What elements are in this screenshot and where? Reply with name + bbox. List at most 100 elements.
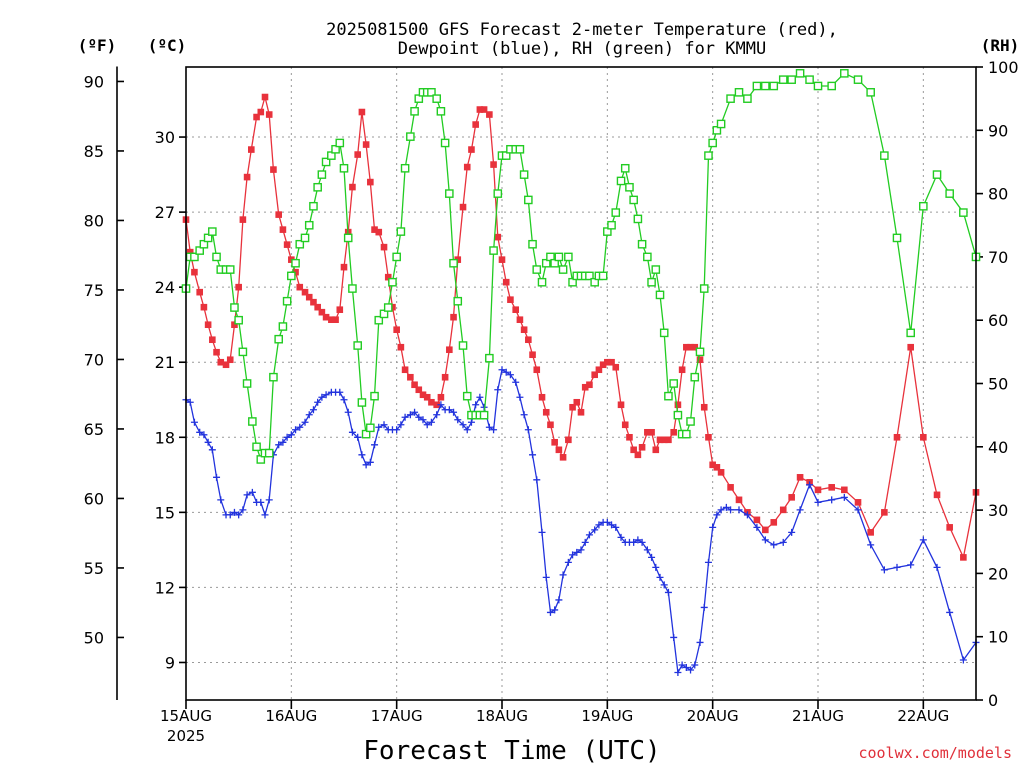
temperature-point xyxy=(933,491,941,499)
dewpoint-point xyxy=(476,393,484,401)
dewpoint-point xyxy=(551,606,559,614)
temperature-point xyxy=(573,398,581,406)
rh-point xyxy=(264,448,274,458)
dewpoint-point xyxy=(401,413,409,421)
celsius-tick-label: 24 xyxy=(155,278,175,297)
rh-point xyxy=(532,265,542,274)
temperature-point xyxy=(709,461,716,469)
dewpoint-point xyxy=(427,418,435,426)
temperature-point xyxy=(648,428,655,436)
dewpoint-point xyxy=(709,523,717,531)
temperature-point xyxy=(248,146,255,153)
temperature-point xyxy=(841,486,848,494)
temperature-point xyxy=(604,358,611,366)
fahrenheit-tick-label: 85 xyxy=(84,142,104,161)
temperature-point xyxy=(217,358,225,366)
temperature-point xyxy=(705,433,712,441)
temperature-point xyxy=(854,499,862,506)
rh-point xyxy=(370,391,379,401)
dewpoint-point xyxy=(612,523,620,531)
temperature-point xyxy=(328,316,335,323)
temperature-point xyxy=(296,283,304,291)
rh-point xyxy=(607,220,616,230)
temperature-point xyxy=(507,296,514,303)
rh-point xyxy=(353,341,362,350)
dewpoint-point xyxy=(880,566,888,574)
rh-point xyxy=(400,163,410,173)
rh-point xyxy=(278,322,288,331)
rh-tick-label: 100 xyxy=(988,58,1019,77)
fahrenheit-tick-label: 90 xyxy=(84,72,104,91)
dewpoint-point xyxy=(585,531,593,539)
dewpoint-point xyxy=(261,511,269,519)
dewpoint-point xyxy=(555,596,563,604)
dewpoint-point xyxy=(643,546,651,554)
dewpoint-point xyxy=(375,423,383,431)
dewpoint-point xyxy=(696,638,704,646)
temperature-point xyxy=(555,446,563,454)
celsius-tick-label: 27 xyxy=(155,203,175,222)
dewpoint-point xyxy=(664,588,672,596)
data-series xyxy=(181,69,981,676)
dewpoint-point xyxy=(463,426,471,434)
temperature-point xyxy=(788,494,795,501)
temperature-point xyxy=(691,343,699,351)
rh-point xyxy=(295,239,305,249)
temperature-point xyxy=(577,408,585,416)
temperature-point xyxy=(314,303,321,311)
temperature-point xyxy=(354,151,361,158)
dewpoint-point xyxy=(933,563,941,571)
rh-point xyxy=(827,81,836,91)
rh-point xyxy=(479,410,489,420)
temperature-point xyxy=(494,233,502,241)
dewpoint-point xyxy=(516,393,524,401)
dewpoint-point xyxy=(296,423,304,431)
temperature-point xyxy=(191,268,198,276)
dewpoint-point xyxy=(301,418,309,426)
temperature-point xyxy=(362,141,370,148)
temperature-point xyxy=(946,524,953,531)
temperature-point xyxy=(586,381,593,389)
temperature-point xyxy=(907,343,914,351)
rh-point xyxy=(388,277,397,287)
rh-point xyxy=(919,201,928,211)
temperature-point xyxy=(762,526,769,534)
temperature-point xyxy=(463,163,471,171)
temperature-point xyxy=(512,306,519,313)
temperature-point xyxy=(204,321,212,329)
rh-point xyxy=(620,163,630,173)
dewpoint-point xyxy=(569,551,577,559)
temperature-point xyxy=(490,161,497,168)
rh-point xyxy=(190,252,199,262)
temperature-point xyxy=(881,509,888,516)
dewpoint-point xyxy=(213,473,221,481)
rh-point xyxy=(695,347,705,357)
rh-point xyxy=(655,290,665,300)
dewpoint-point xyxy=(919,536,927,544)
temperature-point xyxy=(332,316,339,323)
rh-point xyxy=(708,138,717,148)
dewpoint-point xyxy=(674,668,682,676)
x-tick-label: 19AUG xyxy=(581,707,633,725)
fahrenheit-tick-label: 70 xyxy=(84,350,104,369)
dewpoint-point xyxy=(678,661,686,669)
temperature-point xyxy=(717,469,725,476)
rh-point xyxy=(300,233,310,243)
dewpoint-point xyxy=(305,411,313,419)
temperature-point xyxy=(612,363,620,371)
temperature-series xyxy=(182,93,980,561)
temperature-point xyxy=(498,256,506,263)
dewpoint-point xyxy=(437,401,445,409)
rh-series xyxy=(181,69,981,464)
dewpoint-point xyxy=(687,666,695,674)
dewpoint-point xyxy=(946,608,954,616)
dewpoint-point xyxy=(660,581,668,589)
temperature-point xyxy=(687,343,694,351)
temperature-point xyxy=(446,346,453,354)
dewpoint-point xyxy=(287,431,295,439)
dewpoint-point xyxy=(393,426,401,434)
rh-point xyxy=(274,334,283,344)
rh-point xyxy=(230,303,239,312)
dewpoint-point xyxy=(235,511,243,519)
rh-point xyxy=(537,277,547,287)
